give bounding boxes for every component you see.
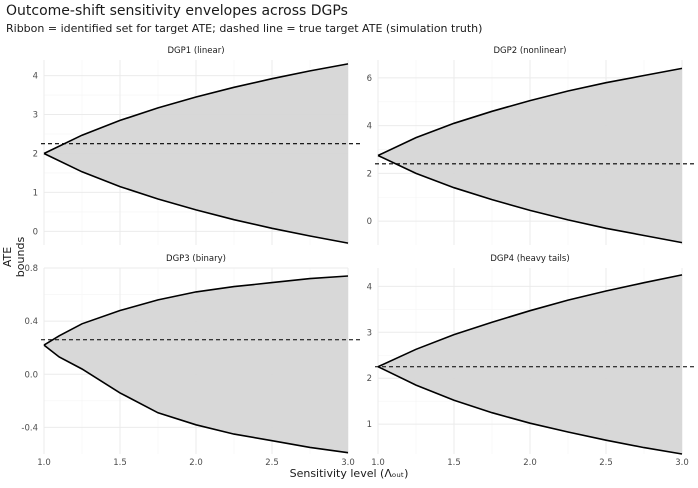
identified-set-ribbon: [44, 63, 348, 244]
y-axis-label: ATE bounds: [1, 236, 27, 278]
panel-4: 1.0 1.5 2.0 2.5 3.0 1 2 3 4 DGP4 (heavy tails): [367, 254, 694, 468]
x-tick-label: 2.5: [265, 458, 279, 468]
x-tick-label: 3.0: [341, 458, 355, 468]
lower-bound-line: [43, 344, 349, 454]
x-axis-label: Sensitivity level (Λₒᵤₜ): [289, 467, 409, 480]
y-tick-label: 0.4: [24, 317, 38, 327]
y-tick-label: 1: [367, 420, 372, 430]
y-tick-label: 3: [367, 328, 372, 338]
x-tick-label: 1.5: [447, 458, 461, 468]
y-tick-label: 2: [33, 149, 38, 159]
y-tick-label: 3: [33, 111, 38, 121]
x-tick-label: 2.5: [599, 458, 613, 468]
identified-set-ribbon: [44, 276, 348, 453]
x-tick-label: 1.0: [371, 458, 385, 468]
panel-strip-label: DGP3 (binary): [166, 254, 226, 264]
x-tick-label: 2.0: [189, 458, 203, 468]
y-tick-label: 0.8: [24, 264, 38, 274]
identified-set-ribbon: [378, 68, 682, 243]
identified-set-ribbon: [378, 274, 682, 454]
chart-title: Outcome-shift sensitivity envelopes acro…: [6, 3, 348, 19]
lower-bound-line: [377, 365, 683, 455]
x-tick-label: 1.0: [37, 458, 51, 468]
x-tick-label: 3.0: [675, 458, 689, 468]
panel-strip-label: DGP2 (nonlinear): [493, 46, 566, 56]
upper-bound-line: [43, 275, 349, 346]
panel-2: 0 2 4 6 DGP2 (nonlinear): [367, 46, 694, 245]
y-tick-label: 0.0: [24, 370, 38, 380]
lower-bound-line: [377, 154, 683, 244]
y-tick-label: 4: [33, 72, 38, 82]
y-tick-label: 2: [367, 374, 372, 384]
y-tick-label: 0: [33, 227, 38, 237]
y-tick-label: 0: [367, 217, 372, 227]
y-tick-label: 1: [33, 188, 38, 198]
upper-bound-line: [377, 67, 683, 157]
panel-strip-label: DGP1 (linear): [167, 46, 224, 56]
panel-strip-label: DGP4 (heavy tails): [490, 254, 569, 264]
y-tick-label: -0.4: [21, 423, 38, 433]
y-tick-label: 4: [367, 122, 372, 132]
y-tick-label: 6: [367, 74, 372, 84]
y-tick-label: 4: [367, 282, 372, 292]
y-tick-label: 2: [367, 169, 372, 179]
x-tick-label: 1.5: [113, 458, 127, 468]
upper-bound-line: [377, 274, 683, 368]
panel-3: 1.0 1.5 2.0 2.5 3.0 -0.4 0.0 0.4 0.8 DGP3 (binary…: [21, 254, 360, 468]
chart-subtitle: Ribbon = identified set for target ATE; …: [6, 22, 483, 35]
panel-1: 0 1 2 3 4 DGP1 (linear): [33, 46, 360, 245]
lower-bound-line: [43, 152, 349, 244]
x-tick-label: 2.0: [523, 458, 537, 468]
upper-bound-line: [43, 63, 349, 155]
